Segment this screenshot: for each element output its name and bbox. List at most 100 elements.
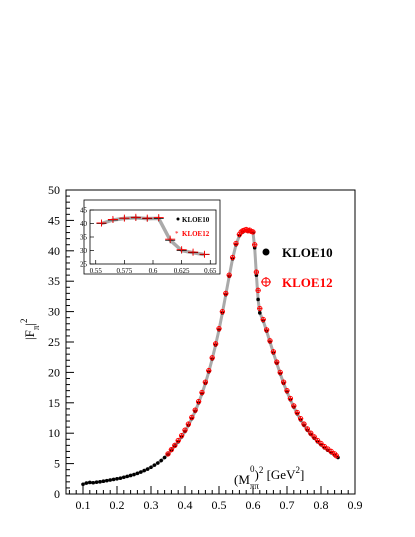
kloe12-point (226, 272, 232, 278)
kloe12-point (304, 426, 311, 432)
y-tick-label: 25 (48, 335, 60, 349)
y-tick-label: 10 (48, 426, 60, 440)
kloe10-point (156, 461, 160, 465)
kloe12-point (252, 242, 258, 248)
x-tick-label: 0.5 (212, 498, 227, 512)
kloe12-point (212, 341, 219, 347)
kloe12-point (308, 430, 314, 436)
kloe10-point (115, 477, 119, 481)
kloe12-point (229, 254, 236, 261)
inset-y-tick-label: 25 (80, 261, 88, 269)
kloe10-point (91, 480, 95, 485)
y-tick-label: 40 (48, 244, 60, 258)
kloe10-point (88, 480, 92, 485)
kloe12-point (291, 403, 297, 409)
kloe10-point (108, 478, 112, 482)
legend-marker-kloe10 (262, 248, 270, 256)
inset-x-tick-label: 0.575 (116, 267, 132, 275)
kloe10-point (84, 481, 89, 485)
kloe10-point (159, 458, 163, 463)
kloe12-point (202, 379, 209, 385)
kloe12-point (233, 240, 239, 247)
kloe12-point (287, 395, 294, 402)
inset-x-tick-labels: 0.55 0.575 0.6 0.625 0.65 (90, 267, 217, 275)
inset-axis-ticks (90, 209, 211, 265)
kloe12-point (255, 287, 261, 293)
x-tick-label: 0.3 (144, 498, 159, 512)
y-tick-label: 0 (54, 487, 60, 501)
kloe12-point (250, 229, 256, 235)
inset-kloe12-point (176, 246, 187, 254)
kloe10-point (145, 467, 150, 471)
inset-y-tick-label: 35 (80, 234, 88, 242)
kloe12-point (219, 308, 226, 315)
x-axis-tick-labels: 0.1 0.2 0.3 0.4 0.5 0.6 0.7 0.8 0.9 (76, 498, 363, 512)
inset-legend-label-kloe10: KLOE10 (182, 216, 210, 224)
kloe10-point (149, 465, 153, 470)
kloe10-point (135, 471, 140, 476)
kloe12-point (182, 427, 188, 433)
inset-x-tick-label: 0.625 (174, 267, 190, 275)
legend-label-kloe10: KLOE10 (282, 245, 333, 260)
kloe10-point (98, 480, 102, 484)
y-tick-label: 20 (48, 365, 60, 379)
x-axis-title: (Mππ0)2 [GeV2] (234, 464, 304, 491)
inset-background (83, 199, 221, 275)
y-tick-label: 45 (48, 213, 60, 227)
kloe12-point (294, 409, 300, 416)
kloe12-point (199, 389, 205, 396)
legend-label-kloe12: KLOE12 (282, 275, 333, 290)
kloe12-point (333, 453, 339, 459)
kloe12-point (270, 349, 277, 355)
main-legend: KLOE10 KLOE12 (261, 245, 333, 290)
kloe12-point (314, 437, 321, 444)
kloe12-point (206, 367, 212, 374)
kloe10-point (101, 479, 106, 484)
kloe12-point (260, 316, 266, 323)
y-tick-label: 15 (48, 396, 60, 410)
kloe12-point (318, 440, 324, 447)
kloe12-point (175, 437, 181, 444)
kloe10-point (162, 455, 167, 460)
inset-y-tick-labels: 25 30 35 40 45 (80, 207, 88, 269)
inset-model-band (100, 216, 205, 257)
kloe10-point (142, 468, 146, 473)
inset-kloe12-point (188, 248, 199, 256)
kloe12-point (284, 387, 290, 394)
inset-y-tick-label: 40 (80, 220, 88, 228)
inset-panel: 0.55 0.575 0.6 0.625 0.65 25 30 35 40 45 KLOE10 … (80, 199, 221, 275)
inset-legend: KLOE10 * KLOE12 (175, 216, 210, 238)
x-tick-label: 0.1 (76, 498, 91, 512)
x-tick-label: 0.8 (314, 498, 329, 512)
inset-legend-marker-kloe12: * (175, 230, 179, 238)
kloe12-point (325, 446, 331, 452)
inset-kloe12-point (107, 215, 118, 223)
kloe10-point (152, 463, 157, 467)
x-tick-label: 0.9 (348, 498, 363, 512)
kloe12-point (216, 325, 222, 332)
kloe12-point (328, 448, 334, 455)
y-tick-label: 30 (48, 305, 60, 319)
kloe12-point (253, 269, 260, 275)
kloe12-point (257, 305, 263, 312)
x-tick-label: 0.2 (110, 498, 125, 512)
kloe12-point (165, 451, 171, 457)
inset-kloe12-point (130, 213, 141, 221)
kloe12-point (185, 421, 192, 427)
kloe10-point (118, 476, 123, 480)
inset-legend-label-kloe12: KLOE12 (182, 230, 210, 238)
y-tick-label: 50 (48, 183, 60, 197)
kloe12-point (189, 414, 195, 421)
inset-kloe12-point (153, 214, 164, 222)
kloe12-point (311, 434, 317, 440)
inset-x-tick-label: 0.65 (204, 267, 217, 275)
inset-x-tick-label: 0.55 (90, 267, 103, 275)
kloe10-point (139, 470, 143, 474)
kloe10-point (125, 474, 129, 479)
kloe12-point (321, 443, 328, 450)
kloe12-point (223, 290, 229, 297)
inset-x-tick-label: 0.6 (149, 267, 158, 275)
kloe12-point (297, 415, 304, 422)
main-series (81, 226, 340, 487)
